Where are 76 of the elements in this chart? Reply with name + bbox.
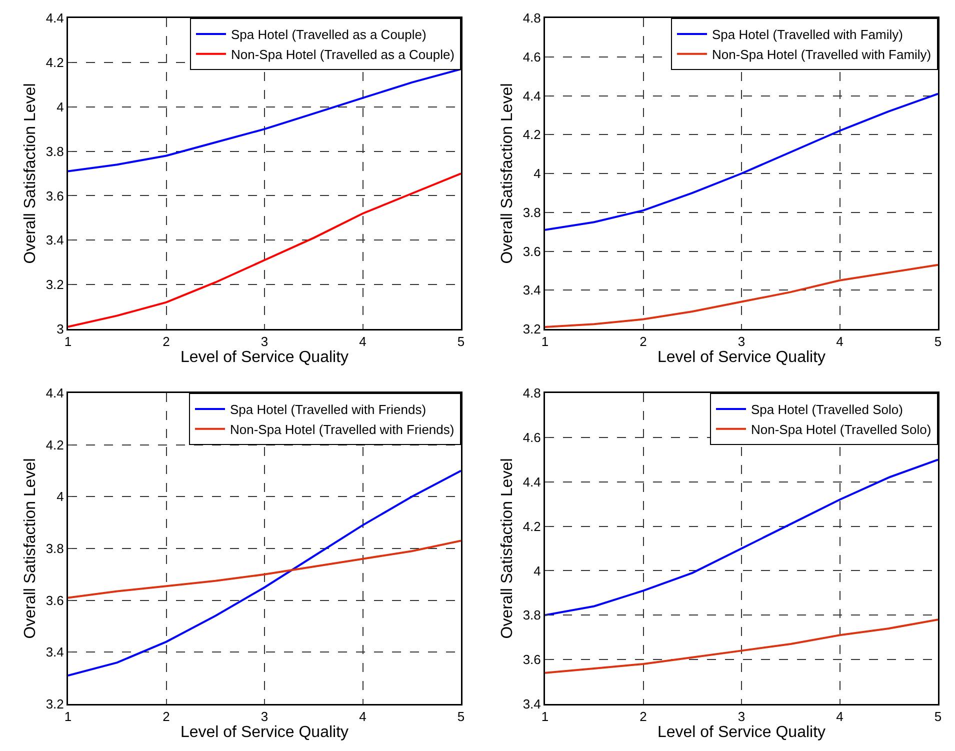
x-tick-label: 5 [934, 334, 942, 350]
y-tick-label: 4.8 [522, 10, 541, 26]
y-tick-label: 4 [56, 99, 64, 114]
y-tick-label: 4.4 [522, 474, 541, 490]
line-series [68, 540, 461, 599]
y-tick-label: 3.2 [46, 277, 64, 292]
x-tick-label: 2 [162, 334, 170, 350]
y-axis-title: Overall Satisfaction Level [498, 83, 516, 264]
x-tick-label: 5 [934, 709, 942, 724]
x-tick-label: 3 [738, 709, 746, 724]
y-tick-label: 4.2 [522, 127, 541, 142]
line-series [68, 68, 461, 172]
legend-label: Spa Hotel (Travelled with Friends) [230, 402, 426, 418]
legend-label: Spa Hotel (Travelled as a Couple) [231, 27, 426, 42]
x-axis-title: Level of Service Quality [657, 349, 826, 366]
y-tick-label: 3.6 [46, 188, 64, 204]
x-tick-label: 2 [640, 709, 647, 724]
x-tick-label: 3 [260, 334, 268, 350]
x-tick-label: 1 [64, 709, 72, 724]
y-tick-label: 3.6 [46, 592, 64, 608]
x-tick-label: 3 [260, 709, 268, 724]
legend-label: Non-Spa Hotel (Travelled Solo) [751, 422, 932, 437]
y-tick-label: 4.4 [522, 88, 541, 104]
x-tick-label: 4 [359, 334, 366, 350]
x-tick-label: 4 [359, 709, 366, 724]
y-tick-label: 4.2 [46, 437, 64, 452]
x-tick-label: 3 [738, 334, 746, 350]
y-tick-label: 4.6 [522, 49, 541, 64]
y-tick-label: 4 [56, 489, 64, 504]
x-tick-label: 4 [836, 709, 844, 724]
legend-label: Non-Spa Hotel (Travelled with Family) [712, 46, 932, 62]
x-tick-label: 1 [541, 334, 549, 350]
y-tick-label: 3.6 [522, 244, 541, 259]
legend-label: Spa Hotel (Travelled Solo) [751, 402, 903, 418]
y-axis-title: Overall Satisfaction Level [22, 458, 39, 639]
y-tick-label: 3.8 [46, 541, 64, 556]
x-axis-title: Level of Service Quality [657, 724, 826, 742]
line-series [545, 458, 938, 616]
legend-label: Spa Hotel (Travelled with Family) [712, 27, 903, 42]
x-axis-title: Level of Service Quality [180, 724, 349, 742]
y-tick-label: 4.2 [522, 518, 541, 534]
x-tick-label: 2 [640, 334, 647, 350]
legend-label: Non-Spa Hotel (Travelled with Friends) [230, 422, 454, 437]
y-tick-label: 3.8 [46, 144, 64, 159]
y-tick-label: 3.8 [522, 204, 541, 220]
y-tick-label: 4.4 [46, 386, 64, 401]
y-axis-title: Overall Satisfaction Level [498, 458, 516, 639]
x-tick-label: 1 [541, 709, 549, 724]
y-tick-label: 3.8 [522, 608, 541, 623]
x-tick-label: 5 [457, 334, 465, 350]
y-tick-label: 4.8 [522, 386, 541, 401]
y-tick-label: 4.2 [46, 54, 64, 70]
y-tick-label: 3.6 [522, 652, 541, 668]
y-tick-label: 3 [56, 322, 64, 337]
line-series [68, 470, 461, 676]
y-tick-label: 3.4 [46, 232, 64, 248]
x-tick-label: 5 [457, 709, 465, 724]
y-axis-title: Overall Satisfaction Level [22, 83, 39, 264]
line-series [545, 618, 938, 674]
x-tick-label: 4 [836, 334, 844, 350]
y-tick-label: 4 [534, 563, 541, 578]
y-tick-label: 3.4 [522, 696, 541, 712]
y-tick-label: 3.4 [46, 644, 64, 660]
y-tick-label: 4 [534, 166, 541, 182]
legend-label: Non-Spa Hotel (Travelled as a Couple) [231, 46, 455, 62]
y-tick-label: 3.4 [522, 282, 541, 298]
line-series [68, 172, 461, 328]
x-tick-label: 1 [64, 334, 72, 350]
line-series [545, 92, 938, 231]
y-tick-label: 4.6 [522, 430, 541, 445]
line-series [545, 264, 938, 328]
x-axis-title: Level of Service Quality [180, 349, 349, 366]
y-tick-label: 4.4 [46, 10, 64, 26]
x-tick-label: 2 [162, 709, 170, 724]
y-tick-label: 3.2 [46, 696, 64, 712]
y-tick-label: 3.2 [522, 322, 541, 337]
